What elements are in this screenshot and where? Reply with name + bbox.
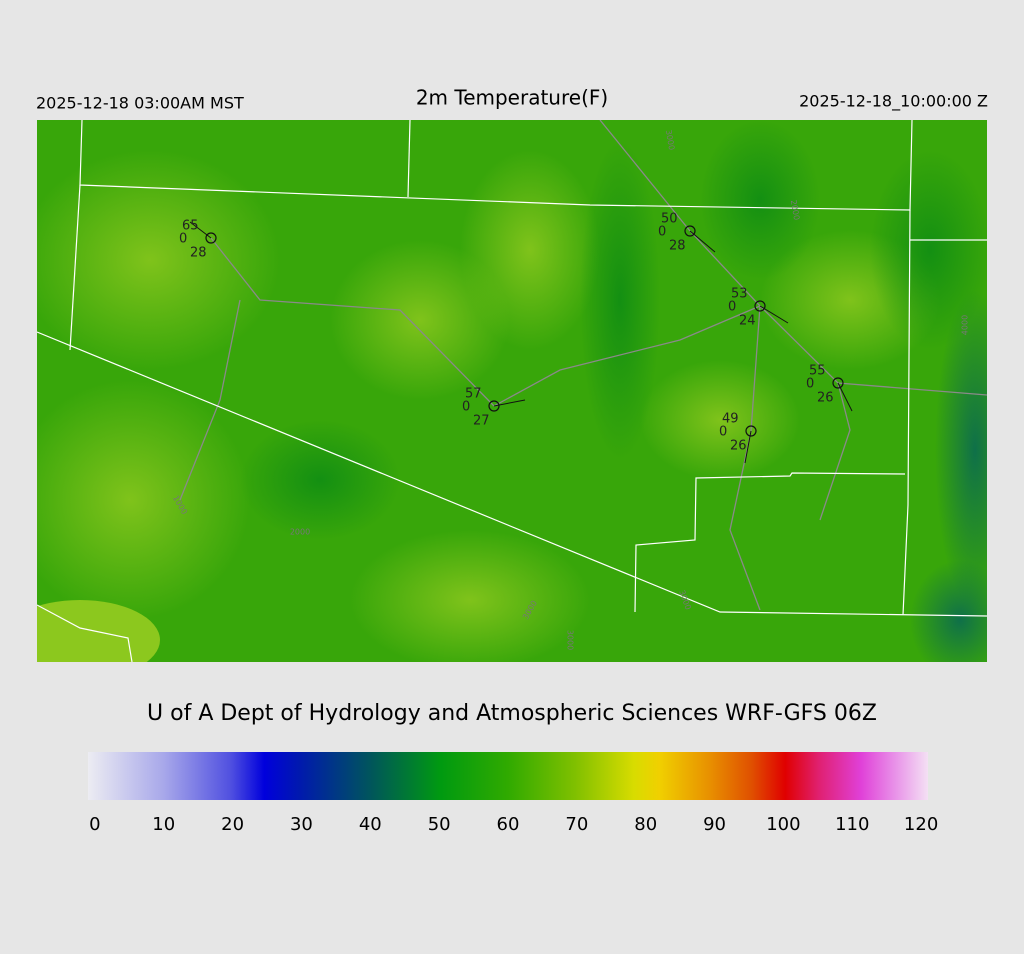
- colorbar-tick-label: 80: [634, 814, 657, 835]
- station-code: 0: [462, 400, 470, 415]
- dewpoint: 26: [817, 391, 834, 406]
- colorbar-tick-label: 100: [766, 814, 800, 835]
- colorbar-tick-label: 30: [290, 814, 313, 835]
- dewpoint: 28: [190, 246, 207, 261]
- valid-time-local: 2025-12-18 03:00AM MST: [36, 94, 244, 113]
- temperature: 50: [661, 212, 678, 227]
- temperature: 49: [722, 412, 739, 427]
- contour-label: 3000: [566, 630, 575, 650]
- colorbar-tick-label: 50: [428, 814, 451, 835]
- station-code: 0: [806, 377, 814, 392]
- valid-time-utc: 2025-12-18_10:00:00 Z: [799, 92, 988, 112]
- station-code: 0: [728, 300, 736, 315]
- dewpoint: 26: [730, 439, 747, 454]
- station-circle: [745, 425, 757, 437]
- colorbar-tick-label: 110: [835, 814, 869, 835]
- temperature: 55: [809, 364, 826, 379]
- colorbar-tick-label: 60: [497, 814, 520, 835]
- colorbar-tick-label: 40: [359, 814, 382, 835]
- credit: U of A Dept of Hydrology and Atmospheric…: [147, 701, 877, 726]
- map-title: 2m Temperature(F): [416, 86, 608, 110]
- station-code: 0: [658, 225, 666, 240]
- colorbar-tick-label: 10: [152, 814, 175, 835]
- station-circle: [832, 377, 844, 389]
- colorbar: [88, 752, 928, 800]
- temperature: 57: [465, 387, 482, 402]
- colorbar-ticks: 0 10 20 30 40 50 60 70 80 90 100 110 120: [89, 814, 938, 835]
- contour-label: 2000: [290, 528, 310, 537]
- station-circle: [205, 232, 217, 244]
- dewpoint: 28: [669, 239, 686, 254]
- station-circle: [754, 300, 766, 312]
- station-code: 0: [179, 232, 187, 247]
- contour-label: 2000: [789, 199, 801, 221]
- colorbar-tick-label: 20: [221, 814, 244, 835]
- colorbar-tick-label: 90: [703, 814, 726, 835]
- contour-label: 4000: [961, 315, 970, 335]
- dewpoint: 27: [473, 414, 490, 429]
- temperature: 65: [182, 219, 199, 234]
- colorbar-tick-label: 0: [89, 814, 100, 835]
- station-circle: [684, 225, 696, 237]
- dewpoint: 24: [739, 314, 756, 329]
- station-code: 0: [719, 425, 727, 440]
- wind-barb: [189, 221, 212, 239]
- temperature: 53: [731, 287, 748, 302]
- station-circle: [488, 400, 500, 412]
- colorbar-tick-label: 70: [565, 814, 588, 835]
- colorbar-tick-label: 120: [904, 814, 938, 835]
- contour-label: 3000: [664, 129, 676, 151]
